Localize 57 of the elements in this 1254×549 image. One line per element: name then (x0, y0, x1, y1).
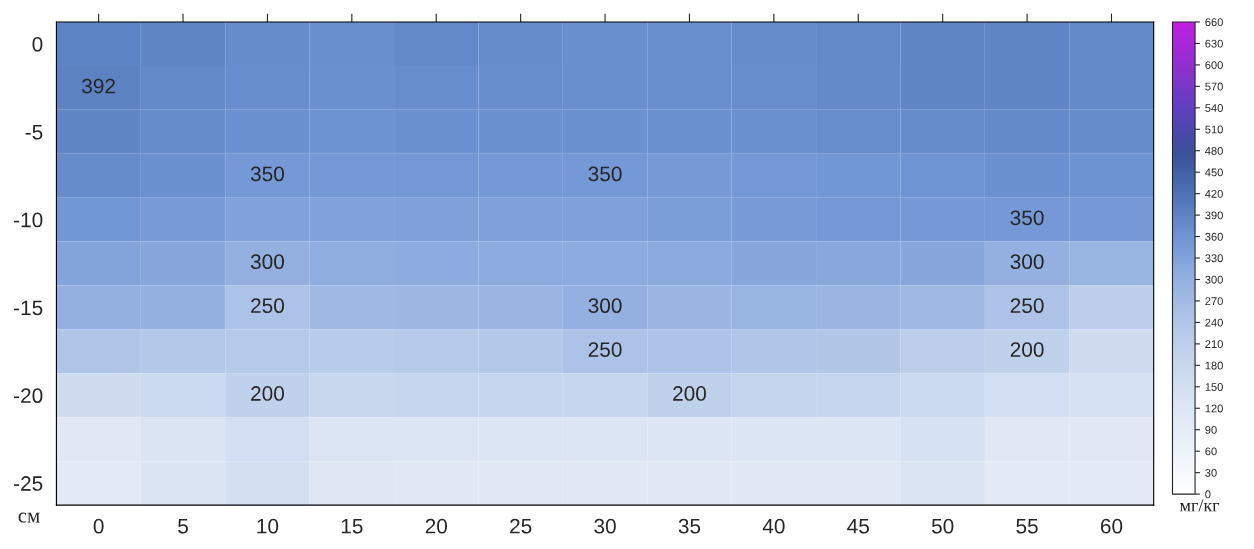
color-bar-label: 390 (1205, 211, 1223, 220)
color-bar-title: мг/кг (1179, 499, 1220, 512)
color-bar-label: 150 (1205, 383, 1223, 391)
data-label: 200 (251, 386, 285, 401)
x-tick-label: 45 (847, 519, 869, 534)
data-label: 300 (250, 254, 285, 270)
x-tick-label: 10 (257, 518, 279, 534)
x-tick-label: 5 (178, 519, 188, 534)
y-axis-title: см (18, 512, 40, 523)
color-bar-label: 360 (1205, 232, 1223, 241)
data-label: 200 (1010, 342, 1044, 357)
x-tick-label: 35 (678, 518, 701, 534)
data-label: 250 (251, 298, 285, 314)
x-tick-label: 20 (425, 518, 448, 534)
color-bar-label: 210 (1205, 340, 1223, 349)
data-label: 300 (588, 298, 622, 314)
color-bar-label: 180 (1205, 361, 1223, 370)
data-label: 392 (82, 78, 115, 94)
y-tick-label: -25 (14, 476, 43, 491)
x-tick-label: 30 (594, 518, 616, 534)
color-bar-label: 660 (1205, 18, 1223, 27)
color-bar-label: 0 (1205, 490, 1211, 499)
x-tick-label: 55 (1016, 519, 1038, 534)
x-tick-label: 60 (1100, 518, 1123, 534)
color-bar-label: 60 (1205, 447, 1217, 456)
data-label: 350 (1010, 210, 1044, 226)
y-tick-label: -20 (14, 388, 43, 404)
color-bar-label: 450 (1205, 168, 1223, 177)
color-bar-label: 30 (1205, 468, 1217, 477)
x-tick-label: 15 (341, 519, 363, 534)
color-bar-label: 90 (1205, 425, 1217, 434)
y-tick-label: 0 (32, 36, 43, 52)
color-bar-label: 240 (1205, 318, 1223, 327)
color-bar-label: 540 (1205, 104, 1223, 112)
data-label: 250 (588, 342, 622, 357)
x-tick-label: 50 (931, 518, 954, 534)
color-bar-label: 300 (1205, 275, 1223, 284)
color-bar-label: 270 (1205, 297, 1223, 306)
data-label: 250 (1010, 298, 1044, 314)
color-bar-label: 120 (1205, 404, 1223, 413)
y-tick-label: -15 (14, 300, 43, 316)
color-bar-label: 420 (1205, 189, 1223, 198)
x-tick-label: 25 (510, 518, 532, 534)
y-tick-label: -5 (25, 124, 43, 140)
color-bar-label: 510 (1205, 125, 1223, 134)
y-tick-label: -10 (14, 212, 43, 228)
data-label: 350 (250, 166, 285, 182)
data-label: 350 (588, 166, 622, 182)
color-bar-label: 630 (1205, 39, 1223, 48)
color-bar-label: 600 (1205, 61, 1223, 70)
color-bar-label: 480 (1205, 146, 1223, 155)
x-tick-label: 0 (93, 518, 104, 534)
color-bar-label: 570 (1205, 82, 1223, 91)
data-label: 200 (673, 386, 707, 401)
data-label: 300 (1010, 254, 1044, 270)
x-tick-label: 40 (762, 518, 785, 534)
color-bar-label: 330 (1205, 254, 1223, 263)
